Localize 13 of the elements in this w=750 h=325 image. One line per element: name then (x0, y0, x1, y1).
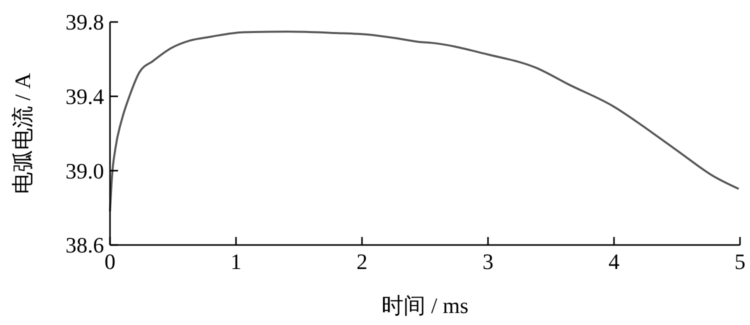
y-tick-label: 38.6 (66, 232, 104, 258)
x-tick-label: 0 (104, 249, 116, 274)
y-axis-title: 电弧电流 / A (10, 72, 35, 194)
y-tick-label: 39.4 (66, 84, 104, 110)
x-tick-label: 5 (734, 249, 746, 274)
x-tick-label: 4 (608, 249, 620, 274)
x-tick-label: 2 (356, 249, 368, 274)
y-tick-label: 39.8 (66, 10, 104, 35)
x-tick-label: 1 (230, 249, 242, 274)
line-series (109, 30, 740, 213)
y-tick-label: 39.0 (66, 158, 104, 184)
x-axis-title: 时间 / ms (382, 293, 468, 318)
x-tick-label: 3 (482, 249, 494, 274)
